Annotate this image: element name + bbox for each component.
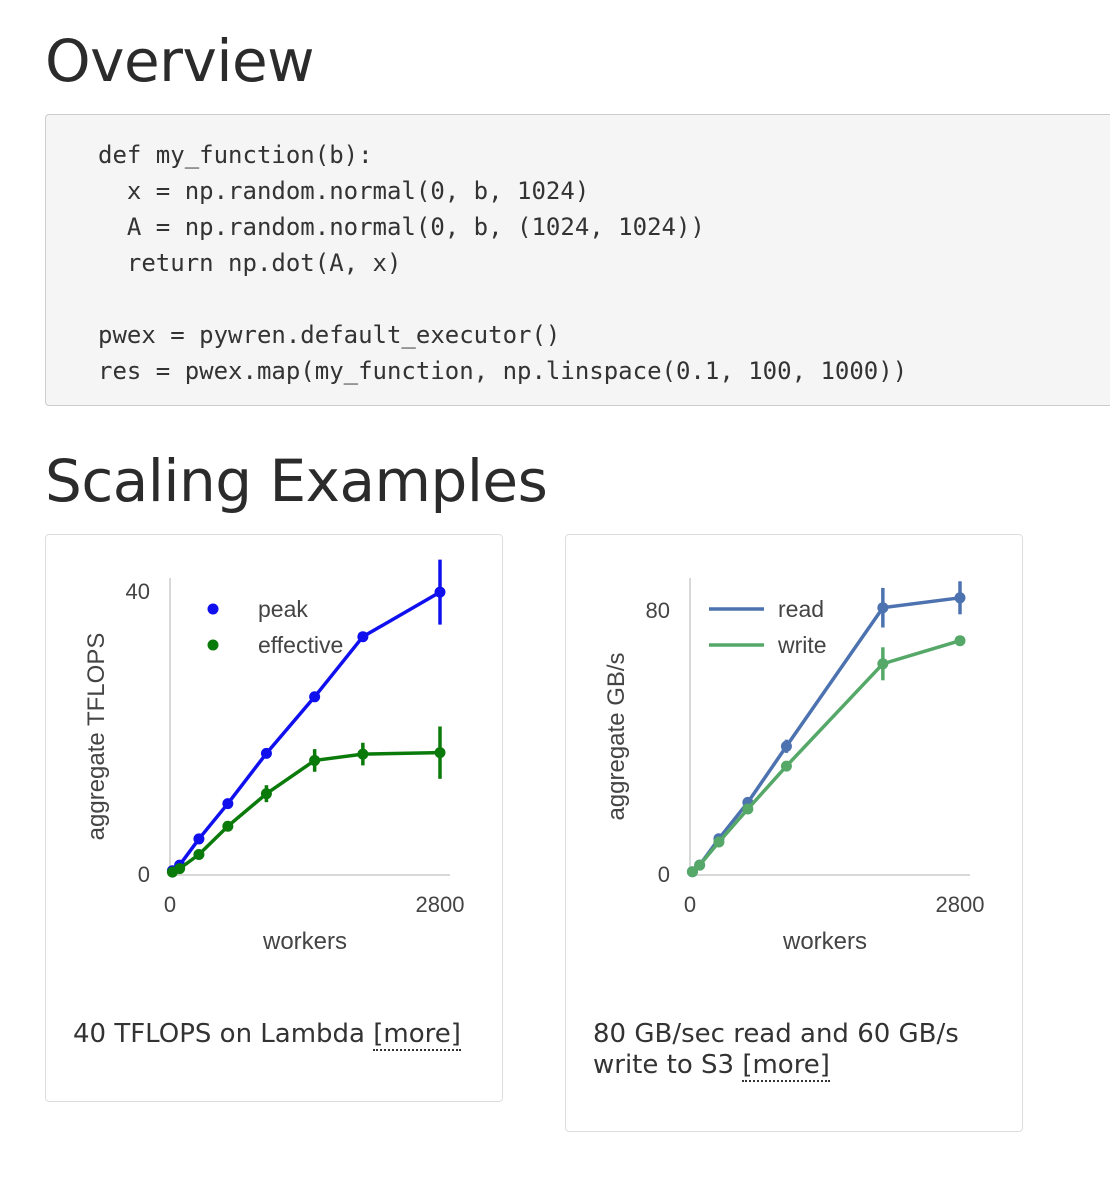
- legend-label: effective: [258, 632, 343, 658]
- more-link[interactable]: [more]: [373, 1019, 461, 1051]
- scaling-examples-heading: Scaling Examples: [45, 447, 548, 515]
- data-point: [260, 747, 272, 759]
- legend-marker: [207, 603, 219, 615]
- code-line: def my_function(b):: [98, 141, 373, 169]
- x-tick-label: 0: [164, 892, 176, 917]
- data-point: [694, 859, 706, 871]
- data-point: [954, 592, 966, 604]
- data-point: [780, 740, 792, 752]
- data-point: [434, 747, 446, 759]
- data-point: [193, 833, 205, 845]
- x-tick-label: 0: [684, 892, 696, 917]
- y-axis-label: aggregate TFLOPS: [83, 633, 110, 841]
- tflops-chart: 0 40 0 2800 workers aggregate TFLOPS peak effec…: [83, 559, 465, 955]
- data-point: [193, 848, 205, 860]
- legend-label: peak: [258, 596, 308, 622]
- code-line: x = np.random.normal(0, b, 1024): [98, 177, 590, 205]
- data-point: [222, 820, 234, 832]
- code-line: [98, 281, 1110, 317]
- code-block: def my_function(b): x = np.random.normal…: [45, 114, 1110, 406]
- caption-text: 40 TFLOPS on Lambda: [73, 1019, 365, 1049]
- caption-text: 80 GB/sec read and 60 GB/s write to S3: [593, 1019, 959, 1080]
- legend-label: write: [777, 632, 827, 658]
- data-point: [877, 658, 889, 670]
- data-point: [309, 754, 321, 766]
- x-tick-label: 2800: [936, 892, 985, 917]
- s3-throughput-example-card: 0 80 0 2800 workers aggregate GB/s read write 8…: [565, 534, 1023, 1132]
- y-tick-label: 80: [646, 598, 670, 623]
- s3-throughput-chart: 0 80 0 2800 workers aggregate GB/s read write: [603, 578, 985, 955]
- series-write: [686, 635, 966, 878]
- data-point: [222, 798, 234, 810]
- series-line: [171, 750, 441, 874]
- data-point: [309, 691, 321, 703]
- overview-heading: Overview: [45, 27, 315, 95]
- data-point: [174, 863, 186, 875]
- card-caption: 80 GB/sec read and 60 GB/s write to S3 […: [593, 1019, 1003, 1082]
- code-line: return np.dot(A, x): [98, 249, 402, 277]
- more-link[interactable]: [more]: [742, 1050, 830, 1082]
- x-axis-label: workers: [782, 928, 867, 955]
- y-axis-label: aggregate GB/s: [603, 652, 630, 820]
- y-tick-label: 40: [126, 579, 150, 604]
- data-point: [434, 586, 446, 598]
- x-axis-label: workers: [262, 928, 347, 955]
- y-tick-label: 0: [138, 862, 150, 887]
- card-caption: 40 TFLOPS on Lambda [more]: [73, 1019, 483, 1051]
- data-point: [713, 836, 725, 848]
- code-line: pwex = pywren.default_executor(): [98, 321, 561, 349]
- data-point: [357, 748, 369, 760]
- data-point: [954, 635, 966, 647]
- series-effective: [166, 726, 446, 878]
- legend-label: read: [778, 596, 824, 622]
- series-line: [691, 639, 961, 873]
- code-line: res = pwex.map(my_function, np.linspace(…: [98, 357, 908, 385]
- data-point: [260, 788, 272, 800]
- x-tick-label: 2800: [416, 892, 465, 917]
- code-line: A = np.random.normal(0, b, (1024, 1024)): [98, 213, 705, 241]
- data-point: [742, 803, 754, 815]
- data-point: [877, 602, 889, 614]
- legend-marker: [207, 639, 219, 651]
- y-tick-label: 0: [658, 862, 670, 887]
- data-point: [686, 866, 698, 878]
- data-point: [780, 760, 792, 772]
- tflops-example-card: 0 40 0 2800 workers aggregate TFLOPS peak effec…: [45, 534, 503, 1102]
- data-point: [357, 631, 369, 643]
